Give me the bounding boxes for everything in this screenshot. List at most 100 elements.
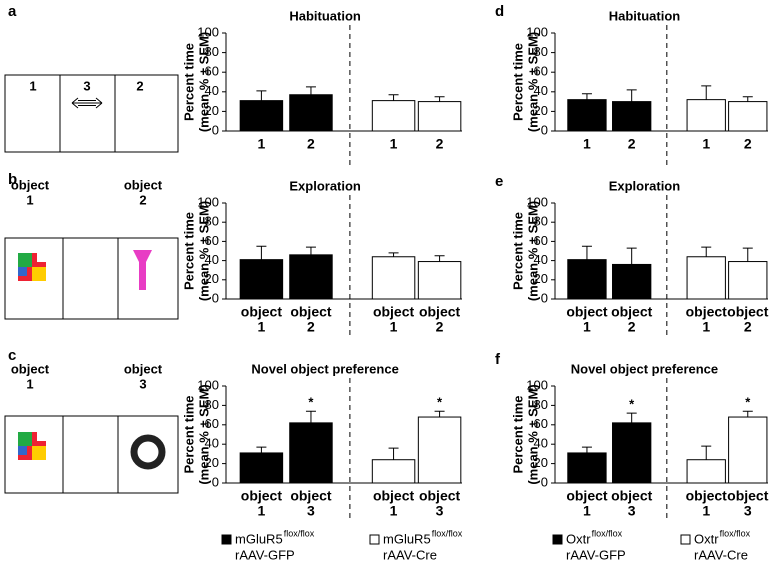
x-tick-label: 1 bbox=[390, 136, 398, 152]
legend-label: mGluR5 bbox=[383, 531, 431, 546]
legend-label: rAAV-GFP bbox=[235, 547, 295, 562]
x-tick-label: 3 bbox=[307, 503, 315, 519]
x-tick-label: object bbox=[419, 488, 461, 504]
error-bar bbox=[626, 247, 637, 265]
bar bbox=[371, 100, 416, 132]
x-tick-label: 1 bbox=[583, 136, 591, 152]
arena-a bbox=[4, 74, 179, 153]
y-tick-label: 100 bbox=[197, 24, 219, 39]
y-tick-label: 80 bbox=[205, 44, 219, 59]
cube-icon bbox=[18, 253, 46, 281]
ring-icon bbox=[130, 434, 166, 470]
y-axis-label: Percent time bbox=[510, 212, 525, 290]
bar bbox=[239, 259, 284, 300]
y-tick-label: 20 bbox=[534, 103, 548, 118]
x-tick-label: 2 bbox=[307, 136, 315, 152]
y-tick-label: 100 bbox=[526, 194, 548, 209]
y-axis-label: Percent time bbox=[181, 43, 196, 121]
arena-label: object bbox=[124, 361, 163, 376]
arena-label: 1 bbox=[26, 192, 33, 207]
x-tick-label: 3 bbox=[436, 503, 444, 519]
bar bbox=[417, 416, 462, 484]
panel-letter: a bbox=[8, 3, 17, 20]
panel-letter: b bbox=[8, 171, 17, 188]
x-tick-label: 2 bbox=[744, 136, 752, 152]
chart-title: Exploration bbox=[609, 178, 681, 193]
legend-superscript: flox/flox bbox=[592, 528, 623, 538]
bar bbox=[239, 452, 284, 484]
x-tick-label: 2 bbox=[744, 319, 752, 335]
y-tick-label: 100 bbox=[197, 194, 219, 209]
error-bar bbox=[256, 245, 267, 260]
legend-swatch bbox=[369, 534, 380, 545]
y-tick-label: 0 bbox=[212, 290, 219, 305]
x-tick-label: 2 bbox=[436, 136, 444, 152]
error-bar bbox=[256, 446, 267, 453]
chart-title: Novel object preference bbox=[251, 361, 398, 376]
y-tick-label: 60 bbox=[205, 233, 219, 248]
significance-marker: * bbox=[437, 395, 443, 410]
bar bbox=[567, 99, 607, 132]
x-tick-label: object bbox=[611, 304, 653, 320]
legend-label: Oxtr bbox=[566, 531, 591, 546]
vase-icon bbox=[133, 250, 152, 290]
error-bar bbox=[305, 86, 316, 95]
y-axis-label: (mean % ± SEM) bbox=[525, 384, 540, 484]
panel-letter: e bbox=[495, 173, 503, 190]
bar bbox=[371, 459, 416, 484]
arena-label: 2 bbox=[139, 192, 146, 207]
error-bar bbox=[388, 447, 399, 460]
error-bar bbox=[701, 85, 712, 100]
x-tick-label: object bbox=[241, 304, 283, 320]
x-tick-label: 1 bbox=[583, 319, 591, 335]
y-tick-label: 0 bbox=[212, 474, 219, 489]
y-tick-label: 60 bbox=[205, 64, 219, 79]
error-bar bbox=[581, 93, 592, 100]
y-axis-label: (mean % ± SEM) bbox=[525, 201, 540, 301]
y-tick-label: 40 bbox=[534, 436, 548, 451]
x-tick-label: 2 bbox=[436, 319, 444, 335]
y-axis-label: (mean % ± SEM) bbox=[525, 32, 540, 132]
arena-b bbox=[4, 237, 179, 320]
bar bbox=[728, 261, 768, 300]
x-tick-label: 2 bbox=[628, 136, 636, 152]
y-axis-label: Percent time bbox=[510, 395, 525, 473]
legend-label: mGluR5 bbox=[235, 531, 283, 546]
arena-label: 1 bbox=[29, 78, 36, 93]
error-bar bbox=[742, 410, 753, 418]
y-tick-label: 20 bbox=[534, 271, 548, 286]
y-tick-label: 100 bbox=[197, 377, 219, 392]
bar bbox=[686, 99, 726, 132]
y-axis-label: Percent time bbox=[181, 395, 196, 473]
y-tick-label: 80 bbox=[534, 44, 548, 59]
y-tick-label: 80 bbox=[534, 397, 548, 412]
y-tick-label: 60 bbox=[534, 416, 548, 431]
y-axis-label: Percent time bbox=[181, 212, 196, 290]
error-bar bbox=[581, 446, 592, 453]
y-tick-label: 0 bbox=[541, 122, 548, 137]
y-tick-label: 0 bbox=[541, 474, 548, 489]
x-tick-label: 1 bbox=[390, 503, 398, 519]
chart-title: Habituation bbox=[609, 8, 681, 23]
x-tick-label: object bbox=[566, 304, 608, 320]
arena-label: object bbox=[11, 177, 50, 192]
y-tick-label: 80 bbox=[205, 397, 219, 412]
error-bar bbox=[388, 94, 399, 101]
bar bbox=[417, 101, 462, 132]
panel-letter: f bbox=[495, 351, 501, 368]
bar bbox=[567, 452, 607, 484]
x-tick-label: 1 bbox=[702, 503, 710, 519]
y-tick-label: 100 bbox=[526, 24, 548, 39]
x-tick-label: 1 bbox=[258, 136, 266, 152]
x-tick-label: 2 bbox=[307, 319, 315, 335]
x-tick-label: 1 bbox=[390, 319, 398, 335]
bar bbox=[289, 94, 333, 132]
error-bar bbox=[434, 410, 445, 418]
legend-label: rAAV-GFP bbox=[566, 547, 626, 562]
x-tick-label: 1 bbox=[258, 503, 266, 519]
error-bar bbox=[434, 96, 445, 102]
error-bar bbox=[388, 252, 399, 257]
error-bar bbox=[305, 410, 316, 423]
y-axis-label: (mean % ± SEM) bbox=[196, 384, 211, 484]
bar bbox=[612, 263, 652, 300]
